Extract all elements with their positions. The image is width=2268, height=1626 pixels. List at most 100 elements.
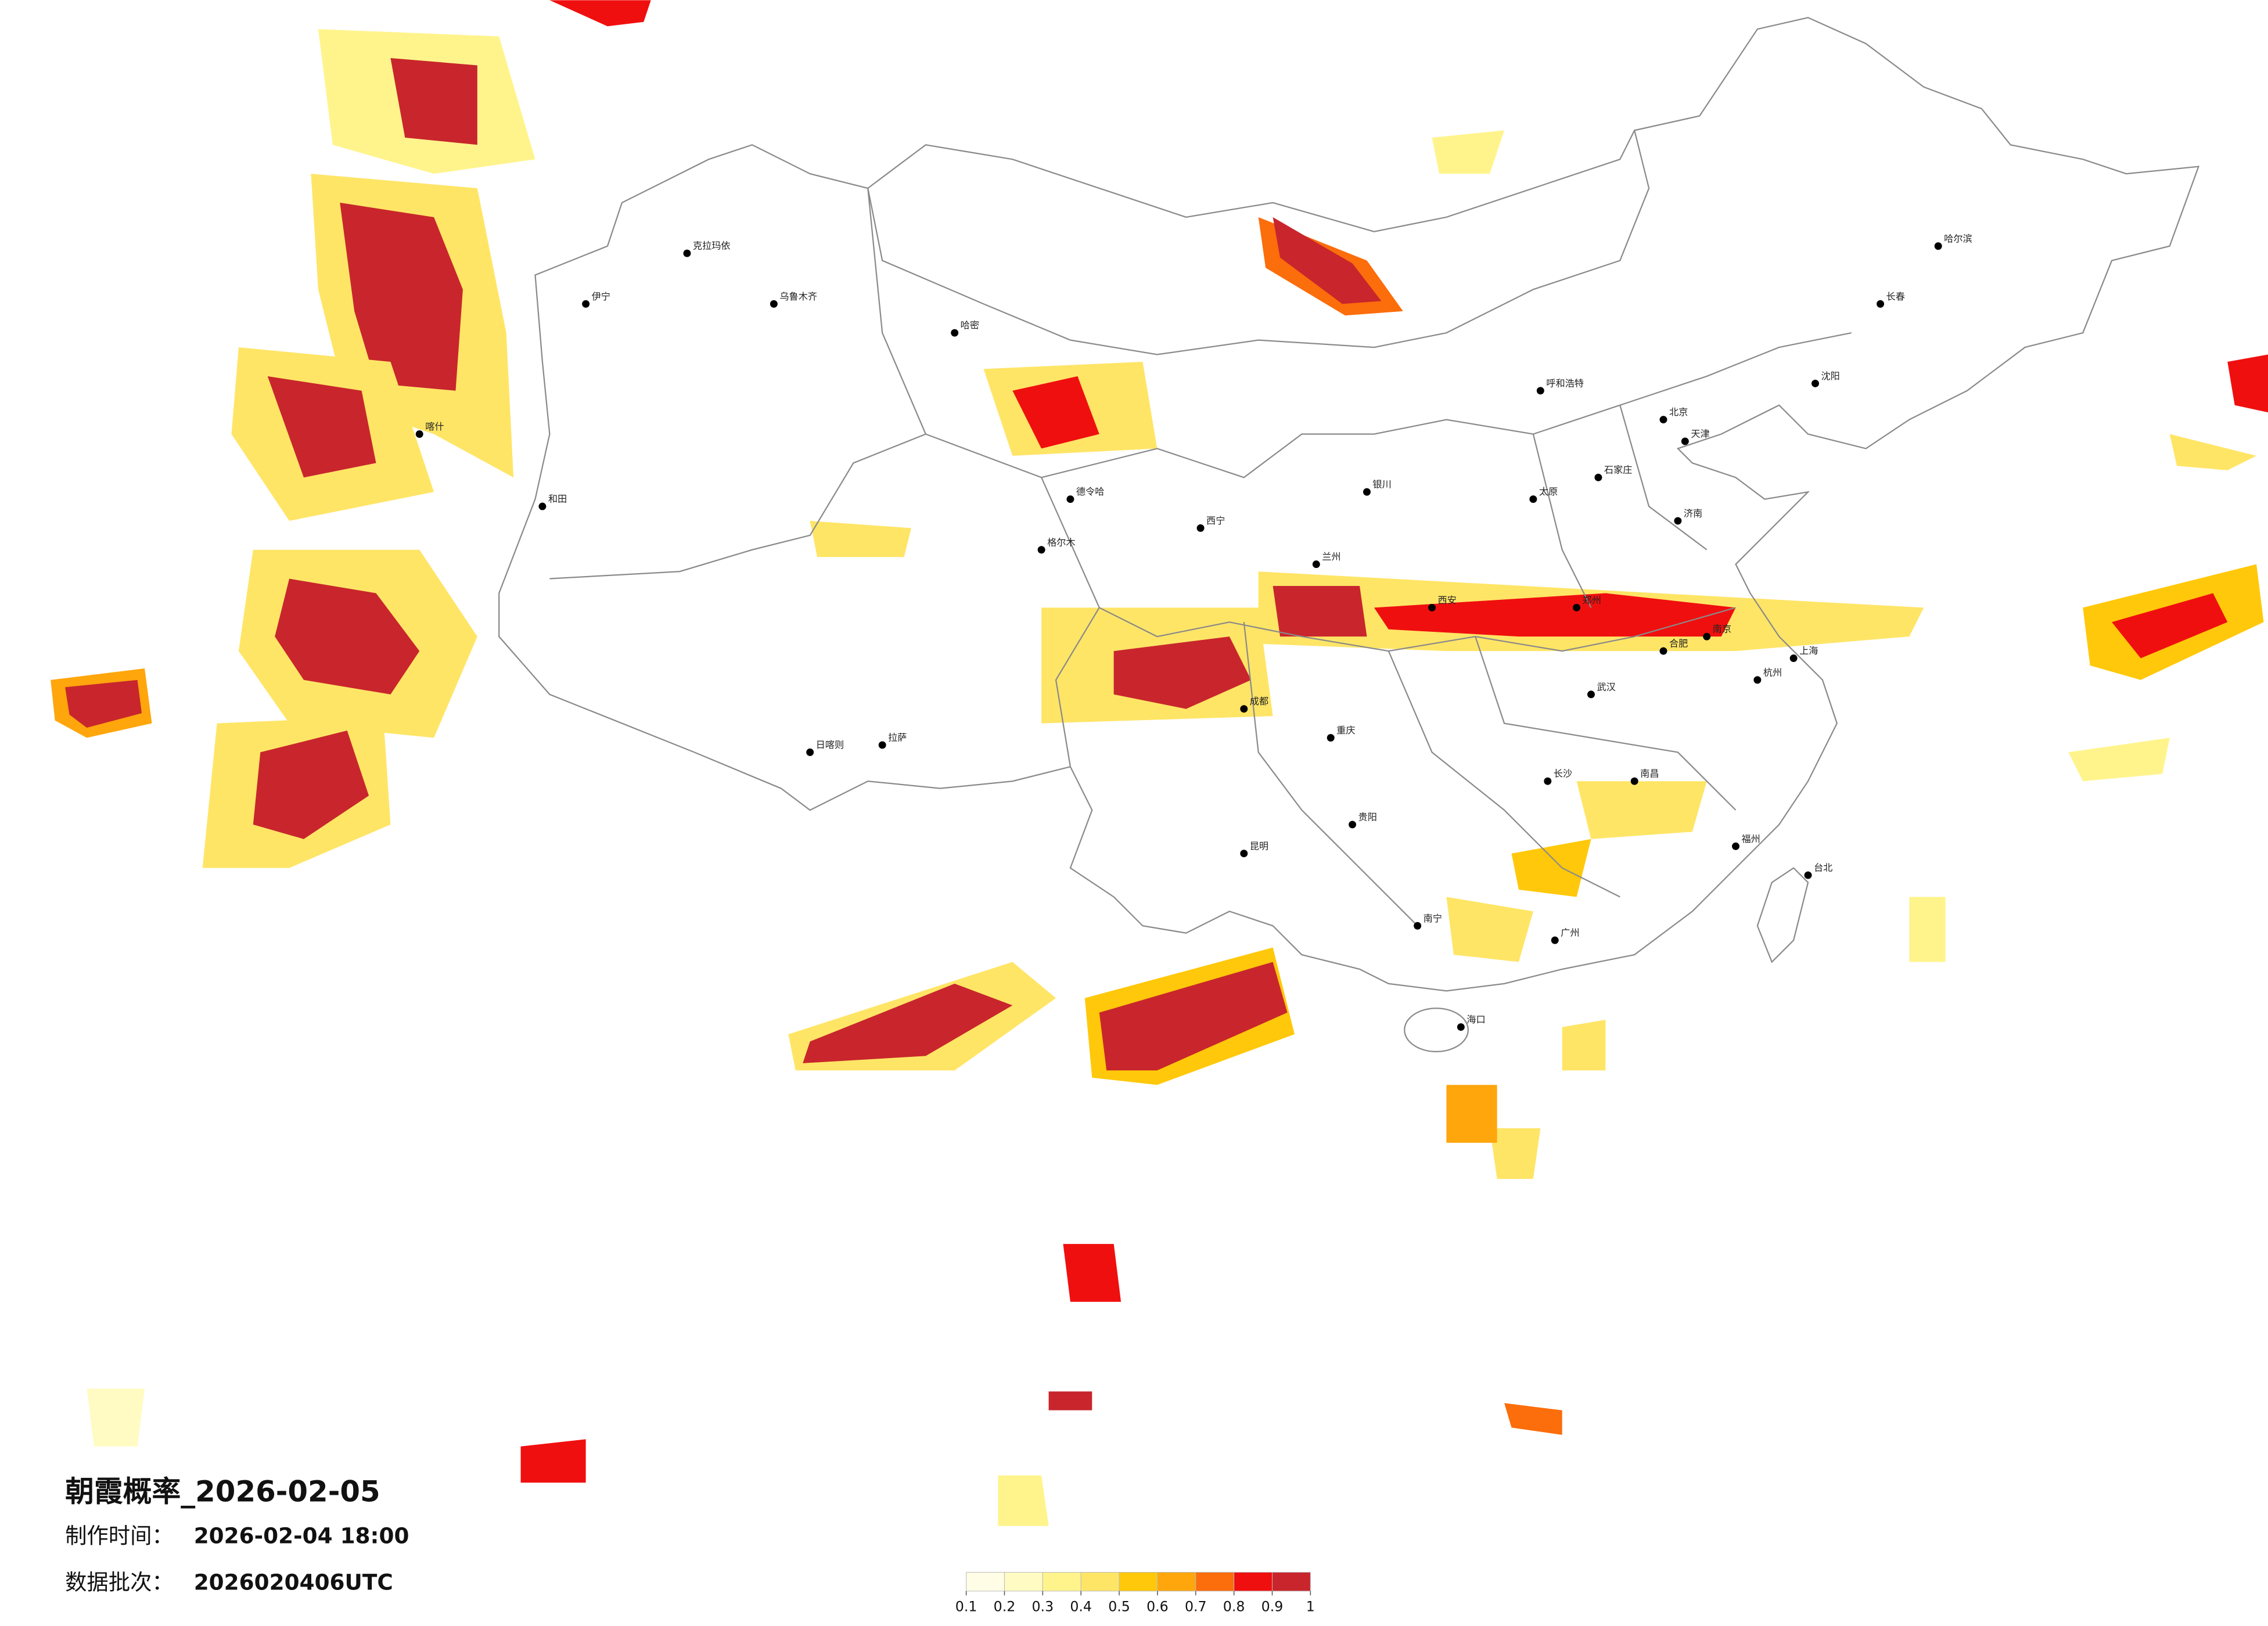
probability-area xyxy=(1909,897,1946,962)
city-label: 广州 xyxy=(1561,927,1579,938)
colorbar-box xyxy=(1234,1571,1273,1592)
taiwan xyxy=(1756,867,1809,963)
colorbar-box xyxy=(1080,1571,1120,1592)
batch-label: 数据批次： xyxy=(65,1569,174,1595)
probability-area xyxy=(1562,1020,1606,1071)
city-dot xyxy=(1544,777,1552,785)
colorbar-tick-label: 0.1 xyxy=(955,1599,977,1615)
probability-area xyxy=(2227,354,2268,413)
colorbar-tick-label: 0.6 xyxy=(1146,1599,1169,1615)
city-dot xyxy=(1196,524,1205,532)
city-dot xyxy=(1414,922,1422,930)
colorbar: 0.1 0.2 0.3 0.4 0.5 0.6 0.7 0.8 0.9 1 xyxy=(955,1571,1315,1615)
city-dot xyxy=(951,329,959,337)
probability-area xyxy=(1432,130,1505,174)
city-label: 天津 xyxy=(1691,428,1709,439)
city-label: 哈密 xyxy=(961,320,979,331)
probability-area xyxy=(65,679,142,728)
city-label: 伊宁 xyxy=(592,291,610,302)
city-dot xyxy=(538,502,547,510)
colorbar-box xyxy=(1271,1571,1311,1592)
probability-area xyxy=(1273,586,1367,637)
city-label: 重庆 xyxy=(1336,725,1355,736)
city-label: 和田 xyxy=(548,494,567,505)
city-label: 格尔木 xyxy=(1047,537,1076,548)
colorbar-box xyxy=(1004,1571,1043,1592)
city-label: 长沙 xyxy=(1554,768,1572,779)
city-label: 克拉玛依 xyxy=(693,240,731,251)
probability-area xyxy=(549,0,651,27)
city-label: 乌鲁木齐 xyxy=(779,291,817,302)
probability-area xyxy=(2169,434,2257,470)
city-label: 南昌 xyxy=(1640,768,1659,779)
probability-area xyxy=(1113,636,1252,709)
city-dot xyxy=(683,249,691,257)
city-dot xyxy=(1804,871,1812,879)
colorbar-tick-label: 0.9 xyxy=(1261,1599,1284,1615)
probability-area xyxy=(520,1439,586,1483)
probability-area xyxy=(1504,1403,1562,1435)
city-label: 南京 xyxy=(1713,624,1731,635)
hainan xyxy=(1404,1008,1469,1053)
probability-area xyxy=(1273,217,1382,304)
city-dot xyxy=(806,748,814,756)
probability-area xyxy=(1446,1085,1497,1143)
colorbar-tick-label: 0.2 xyxy=(994,1599,1016,1615)
city-label: 兰州 xyxy=(1322,551,1340,562)
city-label: 银川 xyxy=(1372,479,1391,490)
city-dot xyxy=(1630,777,1638,785)
city-dot xyxy=(415,430,423,438)
city-dot xyxy=(1363,488,1371,496)
city-dot xyxy=(1066,495,1074,503)
city-label: 上海 xyxy=(1799,645,1818,656)
probability-area xyxy=(1446,897,1533,962)
colorbar-box xyxy=(1042,1571,1081,1592)
city-dot xyxy=(878,741,886,749)
city-label: 拉萨 xyxy=(888,732,907,743)
colorbar-tick-label: 0.4 xyxy=(1070,1599,1092,1615)
city-dot xyxy=(1551,936,1559,944)
colorbar-tick-label: 0.8 xyxy=(1223,1599,1245,1615)
colorbar-tick-label: 0.7 xyxy=(1185,1599,1207,1615)
city-dot xyxy=(770,300,778,308)
city-dot xyxy=(1536,387,1544,395)
city-dot xyxy=(1240,705,1248,713)
colorbar-box xyxy=(966,1571,1005,1592)
city-label: 济南 xyxy=(1684,508,1702,519)
probability-area xyxy=(1099,962,1288,1071)
probability-area xyxy=(1048,1391,1092,1411)
city-label: 合肥 xyxy=(1669,638,1688,649)
city-label: 哈尔滨 xyxy=(1944,233,1972,244)
city-label: 西安 xyxy=(1437,595,1456,606)
probability-area xyxy=(810,520,911,557)
probability-area xyxy=(87,1388,145,1447)
colorbar-tick-label: 0.3 xyxy=(1032,1599,1054,1615)
city-dot xyxy=(1674,517,1682,525)
city-label: 长春 xyxy=(1886,291,1905,302)
city-dot xyxy=(1659,647,1667,655)
city-label: 福州 xyxy=(1741,833,1760,844)
city-dot xyxy=(1877,300,1885,308)
city-label: 海口 xyxy=(1467,1014,1485,1025)
china-border xyxy=(498,17,2200,992)
city-label: 成都 xyxy=(1250,696,1268,707)
city-label: 南宁 xyxy=(1424,913,1442,924)
city-dot xyxy=(1349,821,1357,829)
city-dot xyxy=(1428,603,1436,611)
city-dot xyxy=(1594,473,1602,481)
city-dot xyxy=(1240,850,1248,858)
city-dot xyxy=(1312,560,1320,569)
city-label: 喀什 xyxy=(425,421,444,432)
borders xyxy=(498,17,2200,1053)
city-dot xyxy=(1753,676,1762,684)
city-label: 贵阳 xyxy=(1358,811,1377,822)
city-label: 西宁 xyxy=(1206,515,1225,526)
city-label: 日喀则 xyxy=(816,739,844,750)
probability-area xyxy=(1063,1244,1122,1302)
made-label: 制作时间： xyxy=(65,1523,174,1549)
city-dot xyxy=(1811,379,1819,387)
probability-area xyxy=(275,578,420,695)
city-dot xyxy=(1681,437,1689,445)
